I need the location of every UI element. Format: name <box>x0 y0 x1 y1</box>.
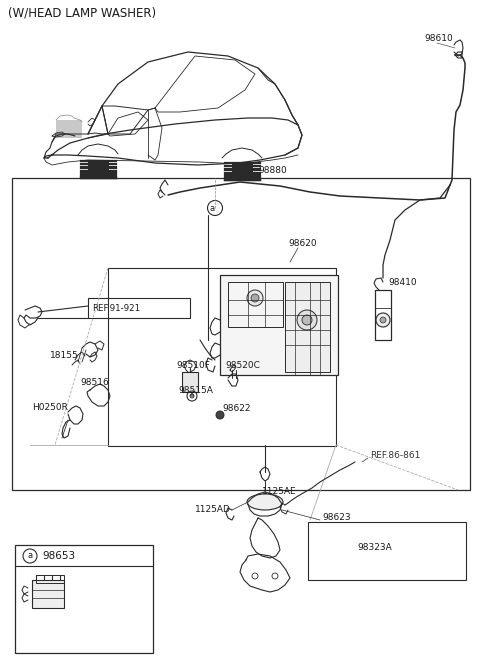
Circle shape <box>251 294 259 302</box>
Text: a: a <box>209 203 215 213</box>
Text: 1125AE: 1125AE <box>262 488 297 496</box>
Bar <box>220 275 338 375</box>
Bar <box>32 580 64 608</box>
Circle shape <box>297 310 317 330</box>
Text: a: a <box>27 551 33 561</box>
Bar <box>15 545 153 653</box>
Bar <box>108 268 336 446</box>
Text: 18155: 18155 <box>50 351 79 359</box>
Text: 98515A: 98515A <box>178 385 213 395</box>
Bar <box>182 372 198 392</box>
Text: 98622: 98622 <box>222 403 251 413</box>
Text: H0250R: H0250R <box>32 403 68 411</box>
Circle shape <box>247 290 263 306</box>
Text: 98653: 98653 <box>42 551 75 561</box>
Text: 98520C: 98520C <box>225 361 260 369</box>
Circle shape <box>216 411 224 419</box>
Bar <box>375 290 391 340</box>
Bar <box>285 282 330 372</box>
Text: REF.86-861: REF.86-861 <box>370 450 420 460</box>
Bar <box>88 298 190 318</box>
Bar <box>56 120 82 138</box>
Text: 98620: 98620 <box>288 239 317 248</box>
Text: (W/HEAD LAMP WASHER): (W/HEAD LAMP WASHER) <box>8 7 156 19</box>
Text: 1125AD: 1125AD <box>195 506 231 514</box>
Circle shape <box>190 394 194 398</box>
Bar <box>36 575 64 583</box>
Text: REF.91-921: REF.91-921 <box>92 304 140 312</box>
Text: 98410: 98410 <box>388 278 417 286</box>
Bar <box>308 522 466 580</box>
Text: 98880: 98880 <box>258 165 287 175</box>
Circle shape <box>380 317 386 323</box>
Circle shape <box>376 313 390 327</box>
Bar <box>228 282 283 327</box>
Text: 98610: 98610 <box>424 33 453 43</box>
Ellipse shape <box>247 494 283 510</box>
Circle shape <box>302 315 312 325</box>
Text: 98510F: 98510F <box>176 361 210 369</box>
Text: 98323A: 98323A <box>358 543 392 553</box>
Bar <box>12 178 470 490</box>
Text: 98623: 98623 <box>322 514 350 522</box>
Text: 98516: 98516 <box>80 377 109 387</box>
